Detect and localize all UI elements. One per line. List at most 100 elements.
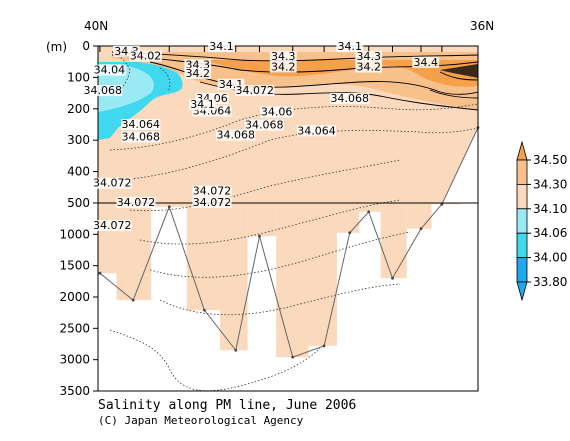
colorbar-segment [516,183,528,210]
contour-label-bg [116,196,156,208]
contour-label-bg [92,177,132,189]
contour-label: 34.3 [271,50,296,63]
station-column-fill [186,203,221,311]
depth-tick-label: 0 [82,39,90,53]
contour-label-bg [355,51,383,63]
station-column-fill [308,203,337,346]
contour-label: 34.064 [122,118,161,131]
contour-label: 34.04 [94,64,126,77]
contour-label-bg [217,78,245,90]
contour-label: 34.072 [236,84,275,97]
contour-label-bg [184,67,212,79]
contour-label-bg [192,196,232,208]
station-column-fill [116,203,152,301]
surface-contour-label-bg [208,41,235,53]
solid-contour-line [149,61,478,95]
dotted-contour-line [109,103,478,151]
contour-label: 34.072 [193,196,232,209]
depth-tick-label: 500 [67,196,90,210]
contour-label-bg [412,56,440,68]
surface-contour-label-bg [113,45,140,57]
station-column-fill [151,203,187,207]
station-column-fill [336,203,360,233]
colorbar-level-label: 33.80 [533,275,567,289]
colorbar-segment [516,208,528,234]
station-column-fill [406,203,432,229]
contour-labels: 34.04 34.334.234.334.234.334.2 34.434.134.… [83,40,440,232]
dotted-contour-line [159,67,171,93]
solid-contour-line [439,71,478,81]
surface-contour-label: 34.02 [130,50,162,63]
contour-label: 34.072 [93,219,132,232]
station-bottom-point [367,210,371,214]
colorbar-level-label: 34.06 [533,226,567,240]
depth-tick-label: 1500 [59,259,90,273]
plot-frame [97,45,479,392]
surface-contour-label-bg [129,50,162,62]
station-bottom-point [440,202,444,206]
station-bottom-point [98,271,102,275]
contour-label: 34.072 [193,185,232,198]
colorbar-segment [516,257,528,283]
contour-label-bg [244,119,284,131]
contour-label-bg [330,92,370,104]
depth-tick-label: 1000 [59,227,90,241]
station-column-fill [276,203,309,358]
depth-tick-label: 3000 [59,353,90,367]
contour-label-bg [355,61,383,73]
contour-label: 34.3 [357,50,382,63]
chart-title: Salinity along PM line, June 2006 [98,398,356,413]
depth-tick-label: 200 [67,102,90,116]
solid-contour-line [429,89,478,99]
contour-label-bg [121,119,161,131]
colorbar-level-label: 34.00 [533,251,567,265]
colorbar-segment [516,159,528,185]
depth-axis: 0 100 200 300 400 500 1000 1500 2000 2500 3000 3500 [59,39,98,398]
depth-tick-label: 2000 [59,290,90,304]
colorbar-level-label: 34.50 [533,153,567,167]
colorbar: 34.50 34.30 34.10 34.06 34.00 33.80 [516,140,567,302]
x-left-label: 40N [84,19,108,33]
contour-label-bg [184,59,212,71]
station-bottom-point [234,348,238,352]
dark-core-fill [440,64,478,78]
dotted-contour-line [109,329,321,391]
colorbar-top-arrow [516,140,528,161]
station-column-fill [98,203,117,274]
depth-tick-label: 300 [67,133,90,147]
contour-label: 34.072 [117,196,156,209]
contour-label: 34.06 [261,105,293,118]
station-bottom-point [258,234,261,238]
y-unit-label: (m) [46,40,67,54]
contour-label-bg [192,185,232,197]
contour-label: 34.068 [331,92,370,105]
surface-contour-label: 34.1 [209,40,234,53]
station-bottom-point [322,344,326,348]
contour-label: 34.2 [271,61,296,74]
station-column-fill [380,203,407,279]
surface-contour-label: 34.1 [338,40,363,53]
seafloor-line [99,127,479,358]
contour-label-bg [92,64,126,76]
surface-contour-label-bg [336,41,364,53]
depth-tick-label: 400 [67,165,90,179]
contour-label: 34.068 [245,119,284,132]
contour-label-bg [235,85,275,97]
depth-tick-label: 100 [67,70,90,84]
dotted-contour-line [159,283,401,316]
station-bottom-point [419,227,423,231]
contour-label-bg [121,131,161,143]
contour-label: 34.1 [190,98,215,111]
contour-label-bg [189,99,216,111]
colorbar-segment [516,232,528,258]
station-bottom-point [167,205,171,209]
station-bottom-point [291,355,295,359]
contour-label: 34.4 [414,56,439,69]
contour-label: 34.2 [357,61,382,74]
station-bottom-point [348,231,352,235]
plot-border [97,45,479,392]
contour-label: 34.068 [84,84,123,97]
contour-label: 34.2 [186,67,211,80]
contour-label: 34.068 [122,131,161,144]
